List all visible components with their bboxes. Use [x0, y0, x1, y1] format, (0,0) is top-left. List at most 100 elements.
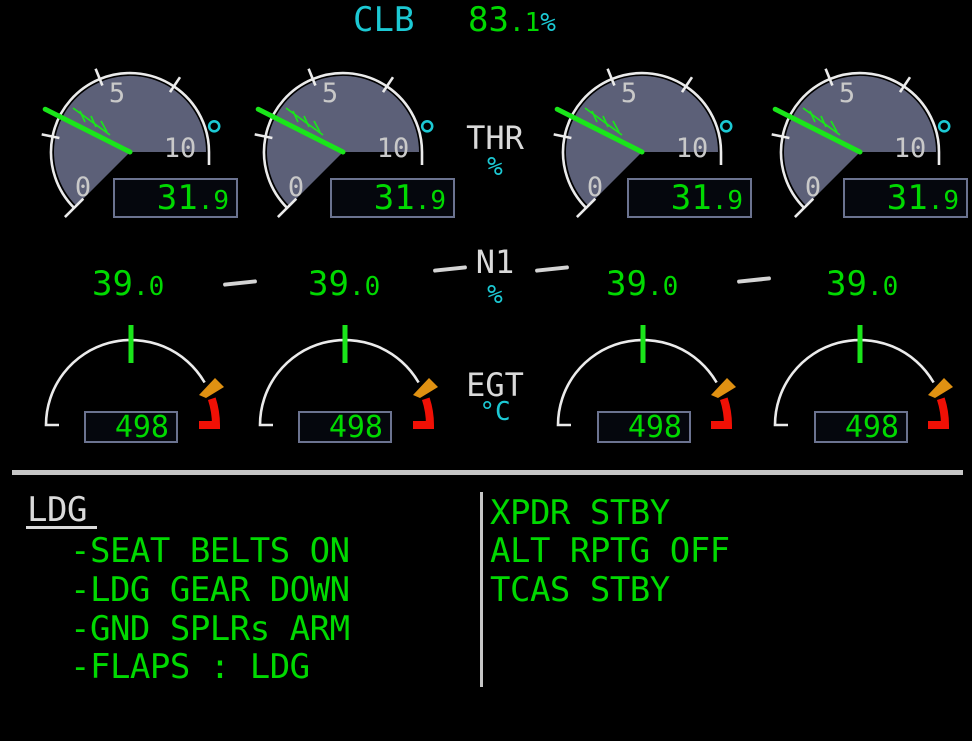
thr-value-decimal: .9	[197, 186, 229, 216]
n1-value: 39	[308, 264, 349, 304]
memo-item-xpdr: XPDR STBY	[490, 493, 670, 533]
thr-scale-0: 0	[587, 172, 603, 203]
n1-value: 39	[826, 264, 867, 304]
n1-label: N1	[475, 243, 515, 281]
thr-needle	[554, 106, 645, 155]
thr-scale-0: 0	[288, 172, 304, 203]
n1-scale-dash	[736, 276, 772, 284]
egt-redline	[928, 397, 950, 429]
thr-target-circle	[420, 120, 434, 133]
memo-item-alt-rptg: ALT RPTG OFF	[490, 531, 730, 571]
thr-readout-eng2: 31.9	[330, 178, 455, 218]
memo-item-gnd-splrs: -GND SPLRs ARM	[70, 609, 350, 649]
thr-readout-eng4: 31.9	[843, 178, 968, 218]
thr-gauge-background	[267, 75, 420, 206]
thr-value: 31	[670, 178, 712, 218]
n1-scale-dash	[222, 279, 258, 287]
egt-redline	[199, 397, 221, 429]
thr-gauge-background	[784, 75, 937, 206]
memo-title-underline	[26, 526, 97, 529]
thr-scale-5: 5	[621, 78, 637, 109]
egt-gauge-arc	[258, 338, 420, 427]
thr-trend-indicator	[72, 107, 111, 136]
egt-gauge-arc	[556, 338, 718, 427]
egt-limit-marker	[711, 378, 736, 398]
thr-gauge-eng4: 0 5 10	[771, 68, 951, 219]
thr-label: THR	[466, 119, 524, 157]
thr-gauge-arc	[262, 71, 424, 209]
thrust-mode-label: CLB	[353, 0, 415, 40]
thr-scale-5: 5	[839, 78, 855, 109]
n1-value: 39	[92, 264, 133, 304]
egt-gauge-eng2	[258, 325, 438, 429]
egt-readout-eng4: 498	[814, 411, 908, 443]
thr-scale-10: 10	[676, 133, 709, 164]
egt-label: EGT	[466, 366, 524, 404]
egt-limit-marker	[413, 378, 438, 398]
n1-value-decimal: .0	[866, 272, 899, 302]
egt-readout-eng1: 498	[84, 411, 178, 443]
n1-value: 39	[606, 264, 647, 304]
thr-gauge-background	[566, 75, 719, 206]
thr-scale-10: 10	[377, 133, 410, 164]
egt-gauge-arc	[44, 338, 206, 427]
thr-needle	[772, 106, 863, 155]
n1-readout-eng1: 39.0	[92, 264, 182, 304]
egt-gauge-arc	[773, 338, 935, 427]
thr-value: 31	[373, 178, 415, 218]
thr-trend-indicator	[802, 107, 841, 136]
thr-scale-ticks	[41, 68, 182, 219]
memo-item-tcas: TCAS STBY	[490, 570, 670, 610]
thr-gauge-background	[54, 75, 207, 206]
thr-target-circle	[719, 120, 733, 133]
egt-limit-marker	[928, 378, 953, 398]
egt-readout-eng2: 498	[298, 411, 392, 443]
memo-item-seat-belts: -SEAT BELTS ON	[70, 531, 350, 571]
thr-trend-indicator	[285, 107, 324, 136]
thr-unit-label: %	[487, 152, 503, 182]
thr-value: 31	[156, 178, 198, 218]
thr-gauge-arc	[49, 71, 211, 209]
thr-readout-eng1: 31.9	[113, 178, 238, 218]
thr-readout-eng3: 31.9	[627, 178, 752, 218]
n1-readout-eng3: 39.0	[606, 264, 696, 304]
thrust-limit-readout: 83.1%	[468, 0, 556, 40]
thr-scale-5: 5	[322, 78, 338, 109]
thr-gauge-eng1: 0 5 10	[41, 68, 221, 219]
thr-target-circle	[937, 120, 951, 133]
thrust-limit-unit: %	[540, 8, 556, 38]
thr-scale-ticks	[771, 68, 912, 219]
n1-unit-label: %	[487, 280, 503, 310]
egt-redline	[413, 397, 435, 429]
thr-value-decimal: .9	[414, 186, 446, 216]
memo-divider-vertical	[480, 492, 483, 687]
thr-gauge-arc	[779, 71, 941, 209]
memo-divider-horizontal	[12, 470, 963, 475]
thr-gauge-eng2: 0 5 10	[254, 68, 434, 219]
thr-gauge-arc	[561, 71, 723, 209]
egt-gauge-eng4	[773, 325, 953, 429]
n1-scale-dash	[534, 265, 570, 273]
thr-gauge-eng3: 0 5 10	[553, 68, 733, 219]
thr-trend-indicator	[584, 107, 623, 136]
thr-scale-5: 5	[109, 78, 125, 109]
egt-unit-label: °C	[479, 397, 511, 427]
egt-gauge-eng3	[556, 325, 736, 429]
n1-value-decimal: .0	[132, 272, 165, 302]
thr-target-circle	[207, 120, 221, 133]
egt-gauge-eng1	[44, 325, 224, 429]
thr-value: 31	[886, 178, 928, 218]
thr-scale-ticks	[254, 68, 395, 219]
n1-readout-eng4: 39.0	[826, 264, 916, 304]
memo-item-flaps: -FLAPS : LDG	[70, 647, 310, 687]
thrust-limit-decimal: .1	[508, 8, 541, 38]
n1-value-decimal: .0	[348, 272, 381, 302]
n1-readout-eng2: 39.0	[308, 264, 398, 304]
thr-scale-ticks	[553, 68, 694, 219]
egt-redline	[711, 397, 733, 429]
thr-scale-0: 0	[75, 172, 91, 203]
n1-value-decimal: .0	[646, 272, 679, 302]
thr-needle	[255, 106, 346, 155]
thr-needle	[42, 106, 133, 155]
